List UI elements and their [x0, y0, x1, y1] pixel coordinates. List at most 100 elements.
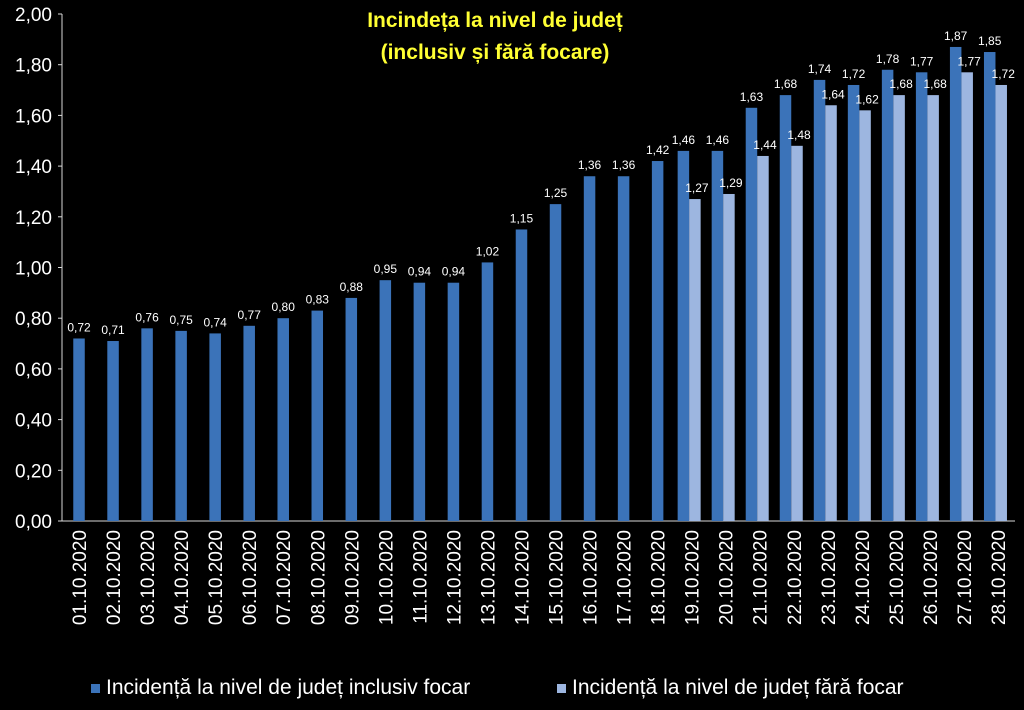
bar-fara-focar — [995, 84, 1007, 521]
bar-inclusiv-focar — [175, 330, 187, 521]
bar-inclusiv-focar — [677, 150, 690, 521]
y-tick-label: 1,20 — [15, 208, 52, 229]
x-tick-label: 20.10.2020 — [717, 530, 738, 625]
data-label-inclusiv-focar: 0,80 — [272, 300, 296, 314]
bar-inclusiv-focar — [549, 204, 562, 521]
data-label-inclusiv-focar: 0,72 — [67, 320, 91, 334]
y-tick-label: 0,80 — [15, 309, 52, 330]
data-label-inclusiv-focar: 1,77 — [910, 54, 934, 68]
bar-inclusiv-focar — [515, 229, 528, 521]
x-tick-label: 25.10.2020 — [887, 530, 908, 625]
bar-inclusiv-focar — [983, 52, 996, 522]
y-tick-label: 1,00 — [15, 259, 52, 280]
bar-fara-focar — [893, 95, 905, 522]
x-tick-label: 02.10.2020 — [104, 530, 125, 625]
x-tick-label: 24.10.2020 — [853, 530, 874, 625]
x-tick-label: 06.10.2020 — [240, 530, 261, 625]
data-label-inclusiv-focar: 1,87 — [944, 29, 968, 43]
chart-title: Incindeța la nivel de județ — [367, 9, 623, 32]
y-tick-label: 0,60 — [15, 360, 52, 381]
bar-fara-focar — [689, 199, 701, 521]
x-tick-label: 18.10.2020 — [649, 530, 670, 625]
data-label-inclusiv-focar: 1,25 — [544, 186, 568, 200]
bar-inclusiv-focar — [447, 282, 460, 521]
x-tick-label: 28.10.2020 — [989, 530, 1010, 625]
data-label-fara-focar: 1,68 — [923, 77, 947, 91]
bar-fara-focar — [791, 145, 803, 521]
data-label-fara-focar: 1,64 — [821, 87, 845, 101]
data-label-inclusiv-focar: 1,85 — [978, 34, 1002, 48]
bar-fara-focar — [757, 155, 769, 521]
x-tick-label: 14.10.2020 — [512, 530, 533, 625]
data-label-fara-focar: 1,27 — [685, 181, 709, 195]
x-tick-label: 09.10.2020 — [342, 530, 363, 625]
bar-inclusiv-focar — [209, 333, 221, 521]
x-tick-label: 23.10.2020 — [819, 530, 840, 625]
bar-inclusiv-focar — [915, 72, 928, 522]
data-label-fara-focar: 1,62 — [855, 92, 879, 106]
x-tick-label: 08.10.2020 — [308, 530, 329, 625]
x-tick-label: 05.10.2020 — [206, 530, 227, 625]
bar-inclusiv-focar — [73, 338, 85, 521]
bar-fara-focar — [927, 95, 939, 522]
legend-label-fara: Incidență la nivel de județ fără focar — [572, 676, 904, 699]
data-label-inclusiv-focar: 1,63 — [740, 90, 764, 104]
x-tick-label: 17.10.2020 — [615, 530, 636, 625]
x-tick-label: 13.10.2020 — [478, 530, 499, 625]
data-label-inclusiv-focar: 0,94 — [442, 265, 466, 279]
y-tick-label: 1,40 — [15, 157, 52, 178]
data-label-inclusiv-focar: 0,95 — [374, 262, 398, 276]
bar-inclusiv-focar — [779, 95, 792, 522]
y-tick-label: 2,00 — [15, 5, 52, 26]
data-label-inclusiv-focar: 1,36 — [578, 158, 602, 172]
data-label-inclusiv-focar: 1,78 — [876, 52, 900, 66]
chart-subtitle: (inclusiv și fără focare) — [380, 41, 610, 64]
x-tick-label: 16.10.2020 — [581, 530, 602, 625]
y-tick-label: 1,60 — [15, 106, 52, 127]
x-tick-label: 26.10.2020 — [921, 530, 942, 625]
y-tick-label: 0,20 — [15, 461, 52, 482]
data-label-inclusiv-focar: 0,77 — [238, 308, 262, 322]
x-tick-label: 22.10.2020 — [785, 530, 806, 625]
data-label-inclusiv-focar: 1,36 — [612, 158, 636, 172]
bar-inclusiv-focar — [243, 325, 255, 521]
data-label-inclusiv-focar: 1,46 — [672, 133, 696, 147]
data-label-inclusiv-focar: 1,46 — [706, 133, 730, 147]
data-label-fara-focar: 1,48 — [787, 128, 811, 142]
x-tick-label: 19.10.2020 — [683, 530, 704, 625]
data-label-fara-focar: 1,77 — [957, 54, 981, 68]
x-tick-label: 27.10.2020 — [955, 530, 976, 625]
data-label-inclusiv-focar: 0,83 — [306, 293, 330, 307]
bar-inclusiv-focar — [107, 341, 119, 521]
y-tick-label: 0,40 — [15, 411, 52, 432]
data-label-inclusiv-focar: 1,02 — [476, 244, 500, 258]
bar-inclusiv-focar — [583, 176, 596, 522]
bar-inclusiv-focar — [311, 310, 324, 521]
bar-fara-focar — [723, 193, 735, 522]
x-tick-label: 07.10.2020 — [274, 530, 295, 625]
x-tick-label: 15.10.2020 — [547, 530, 568, 625]
x-tick-label: 12.10.2020 — [444, 530, 465, 625]
bar-inclusiv-focar — [141, 328, 153, 521]
bar-inclusiv-focar — [413, 282, 426, 521]
x-tick-label: 21.10.2020 — [751, 530, 772, 625]
legend-item-fara: Incidență la nivel de județ fără focar — [557, 676, 904, 700]
x-tick-label: 03.10.2020 — [138, 530, 159, 625]
data-label-inclusiv-focar: 1,42 — [646, 143, 670, 157]
bar-inclusiv-focar — [617, 176, 630, 522]
legend-swatch-inclusiv — [91, 683, 100, 693]
bar-inclusiv-focar — [651, 161, 664, 521]
bar-inclusiv-focar — [745, 107, 758, 522]
x-tick-label: 01.10.2020 — [70, 530, 91, 625]
data-label-inclusiv-focar: 1,72 — [842, 67, 866, 81]
data-label-fara-focar: 1,68 — [889, 77, 913, 91]
bar-inclusiv-focar — [949, 46, 962, 522]
data-label-inclusiv-focar: 0,88 — [340, 280, 364, 294]
bar-fara-focar — [825, 105, 837, 521]
data-label-inclusiv-focar: 0,71 — [101, 323, 125, 337]
y-tick-label: 0,00 — [15, 512, 52, 533]
legend-item-inclusiv: Incidență la nivel de județ inclusiv foc… — [91, 676, 470, 700]
legend-swatch-fara — [557, 683, 566, 693]
data-label-inclusiv-focar: 1,15 — [510, 211, 534, 225]
